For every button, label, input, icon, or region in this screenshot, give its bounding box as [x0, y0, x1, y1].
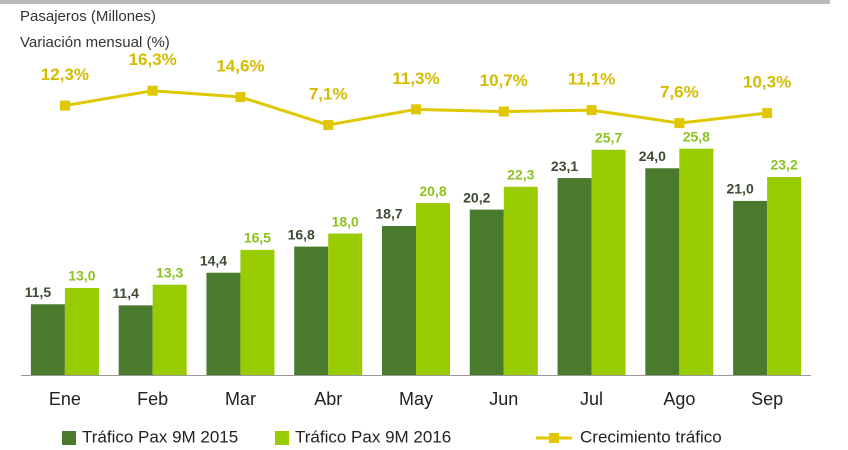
x-tick-label: Abr	[314, 389, 342, 409]
data-label: 18,0	[332, 213, 359, 229]
data-label: 11,3%	[392, 69, 439, 88]
bar	[679, 148, 714, 375]
legend-swatch	[549, 433, 559, 443]
bar	[30, 304, 65, 375]
data-label: 18,7	[375, 206, 402, 222]
x-tick-label: May	[399, 389, 433, 409]
data-label: 21,0	[726, 181, 753, 197]
bar	[557, 178, 592, 375]
bar	[591, 149, 626, 375]
data-label: 12,3%	[41, 65, 89, 84]
legend-label: Tráfico Pax 9M 2015	[82, 427, 238, 446]
bar	[767, 176, 802, 375]
data-label: 13,0	[68, 268, 95, 284]
data-label: 10,7%	[480, 71, 528, 90]
line-marker	[147, 85, 158, 96]
legend-swatch	[275, 431, 289, 445]
data-label: 25,8	[683, 128, 710, 144]
legend-label: Tráfico Pax 9M 2016	[295, 427, 451, 446]
data-label: 11,1%	[568, 70, 615, 89]
axis-label: Variación mensual (%)	[20, 34, 170, 51]
data-label: 24,0	[639, 148, 666, 164]
data-label: 23,1	[551, 158, 578, 174]
data-label: 23,2	[770, 157, 797, 173]
data-label: 16,5	[244, 230, 271, 246]
data-label: 11,4	[112, 285, 139, 301]
x-tick-label: Jul	[580, 389, 603, 409]
line-marker	[323, 119, 334, 130]
bar	[152, 284, 187, 375]
bar	[469, 209, 504, 375]
line-marker	[674, 118, 685, 129]
bar	[206, 272, 241, 375]
data-label: 11,5	[25, 284, 52, 300]
axis-label: Pasajeros (Millones)	[20, 8, 156, 25]
data-label: 10,3%	[743, 73, 791, 92]
bar	[328, 233, 363, 375]
line-marker	[59, 100, 70, 111]
data-label: 22,3	[507, 166, 534, 182]
data-label: 16,8	[288, 226, 315, 242]
line-marker	[411, 104, 421, 115]
line-marker	[586, 105, 597, 116]
line-marker	[762, 108, 773, 119]
bar	[64, 287, 99, 375]
top-border	[0, 0, 830, 4]
x-tick-label: Jun	[489, 389, 518, 409]
data-label: 16,3%	[129, 50, 177, 69]
data-label: 7,6%	[660, 83, 699, 102]
x-tick-label: Ago	[663, 389, 695, 409]
legend-label: Crecimiento tráfico	[580, 427, 722, 446]
data-label: 7,1%	[309, 84, 348, 103]
data-label: 14,6%	[216, 57, 264, 76]
data-label: 20,8	[419, 183, 446, 199]
data-label: 14,4	[200, 252, 227, 268]
x-tick-label: Feb	[137, 389, 168, 409]
line-marker	[498, 106, 509, 117]
line-marker	[235, 92, 246, 103]
bar	[733, 200, 768, 375]
bar	[294, 246, 329, 375]
bar	[382, 225, 416, 375]
bar	[416, 203, 450, 375]
x-tick-label: Sep	[751, 389, 783, 409]
data-label: 13,3	[156, 264, 183, 280]
data-label: 20,2	[463, 189, 490, 205]
x-tick-label: Ene	[49, 389, 81, 409]
bar	[645, 168, 680, 375]
bar	[240, 249, 275, 375]
legend-swatch	[62, 431, 76, 445]
x-tick-label: Mar	[225, 389, 256, 409]
bar	[503, 186, 538, 375]
bar	[118, 305, 153, 375]
data-label: 25,7	[595, 129, 622, 145]
